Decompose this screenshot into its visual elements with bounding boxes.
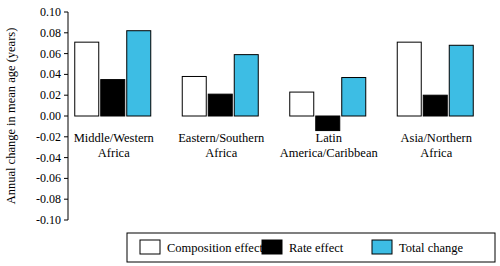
y-tick-label: -0.10: [36, 213, 61, 227]
legend-swatch: [372, 240, 392, 254]
bar: [449, 45, 473, 116]
bar: [316, 116, 340, 131]
category-label-line: America/Caribbean: [280, 146, 379, 160]
y-tick: [64, 12, 68, 13]
y-tick: [64, 157, 68, 158]
y-tick-label: 0.06: [40, 47, 61, 61]
legend: Composition effect Rate effect Total chang…: [127, 233, 495, 262]
legend-swatch: [262, 240, 282, 254]
category-label: Middle/WesternAfrica: [74, 131, 155, 160]
category-label-line: Latin: [316, 131, 343, 145]
category-label-line: Middle/Western: [74, 131, 155, 145]
bar: [101, 80, 125, 116]
y-tick-label: 0.08: [40, 26, 61, 40]
bars: [75, 31, 474, 131]
y-axis-title: Annual change in mean age (years): [4, 28, 18, 205]
y-tick-label: 0.00: [40, 109, 61, 123]
y-tick: [64, 116, 68, 117]
legend-label: Total change: [399, 241, 463, 255]
bar: [127, 31, 151, 116]
y-tick: [64, 32, 68, 33]
bar: [208, 94, 232, 116]
category-label-line: Africa: [420, 146, 452, 160]
y-tick: [64, 220, 68, 221]
category-label-line: Eastern/Southern: [178, 131, 265, 145]
legend-label: Composition effect: [167, 241, 263, 255]
y-tick-label: -0.02: [36, 130, 61, 144]
legend-swatch: [140, 240, 160, 254]
legend-label: Rate effect: [289, 241, 344, 255]
y-tick-label: 0.02: [40, 88, 61, 102]
y-tick: [64, 53, 68, 54]
category-label-line: Africa: [98, 146, 130, 160]
y-tick: [64, 74, 68, 75]
bar: [234, 55, 258, 116]
bar: [182, 76, 206, 116]
y-tick-label: 0.10: [40, 5, 61, 19]
y-tick: [64, 178, 68, 179]
bar: [75, 42, 99, 116]
category-label-line: Asia/Northern: [400, 131, 472, 145]
bar: [342, 78, 366, 116]
category-label-line: Africa: [205, 146, 237, 160]
category-label: Eastern/SouthernAfrica: [178, 131, 265, 160]
chart: -0.10 -0.08 -0.06 -0.04 -0.02 0.00 0.02 0.04 0.0…: [0, 0, 500, 266]
bar: [423, 95, 447, 116]
y-tick-label: -0.06: [36, 171, 61, 185]
legend-box: [127, 233, 495, 262]
y-tick-label: 0.04: [40, 67, 61, 81]
y-tick: [64, 136, 68, 137]
y-tick-label: -0.08: [36, 192, 61, 206]
category-label: Asia/NorthernAfrica: [400, 131, 472, 160]
y-tick-label: -0.04: [36, 151, 61, 165]
y-tick: [64, 199, 68, 200]
y-tick: [64, 95, 68, 96]
category-label: LatinAmerica/Caribbean: [280, 131, 379, 160]
bar: [397, 42, 421, 116]
bar: [290, 92, 314, 116]
